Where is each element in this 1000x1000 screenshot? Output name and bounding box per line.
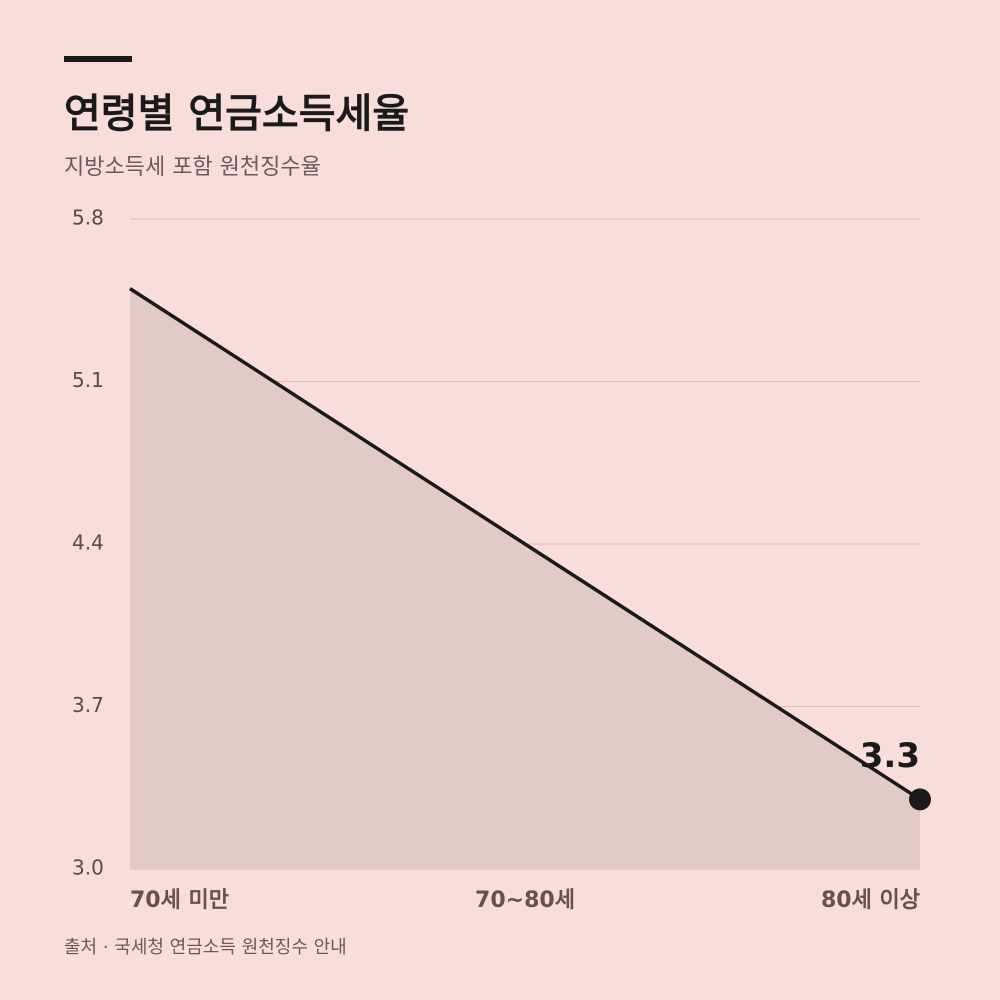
line — [129, 287, 921, 801]
area — [130, 288, 920, 870]
y-tick-label: 4.4 — [72, 531, 104, 555]
y-tick-label: 5.8 — [72, 206, 104, 230]
x-tick-label: 70~80세 — [475, 888, 575, 913]
accent-bar — [64, 56, 132, 62]
y-tick-label: 3.7 — [72, 693, 104, 717]
data-label: 3.3 — [860, 736, 920, 776]
x-tick-label: 70세 미만 — [130, 888, 229, 913]
y-tick-label: 3.0 — [72, 856, 104, 880]
x-tick-label: 80세 이상 — [821, 888, 920, 913]
chart-subtitle: 지방소득세 포함 원천징수율 — [64, 155, 321, 180]
end-point — [909, 788, 931, 811]
chart-title: 연령별 연금소득세율 — [64, 91, 409, 137]
y-tick-label: 5.1 — [72, 368, 104, 392]
source-note: 출처 · 국세청 연금소득 원천징수 안내 — [64, 937, 347, 958]
